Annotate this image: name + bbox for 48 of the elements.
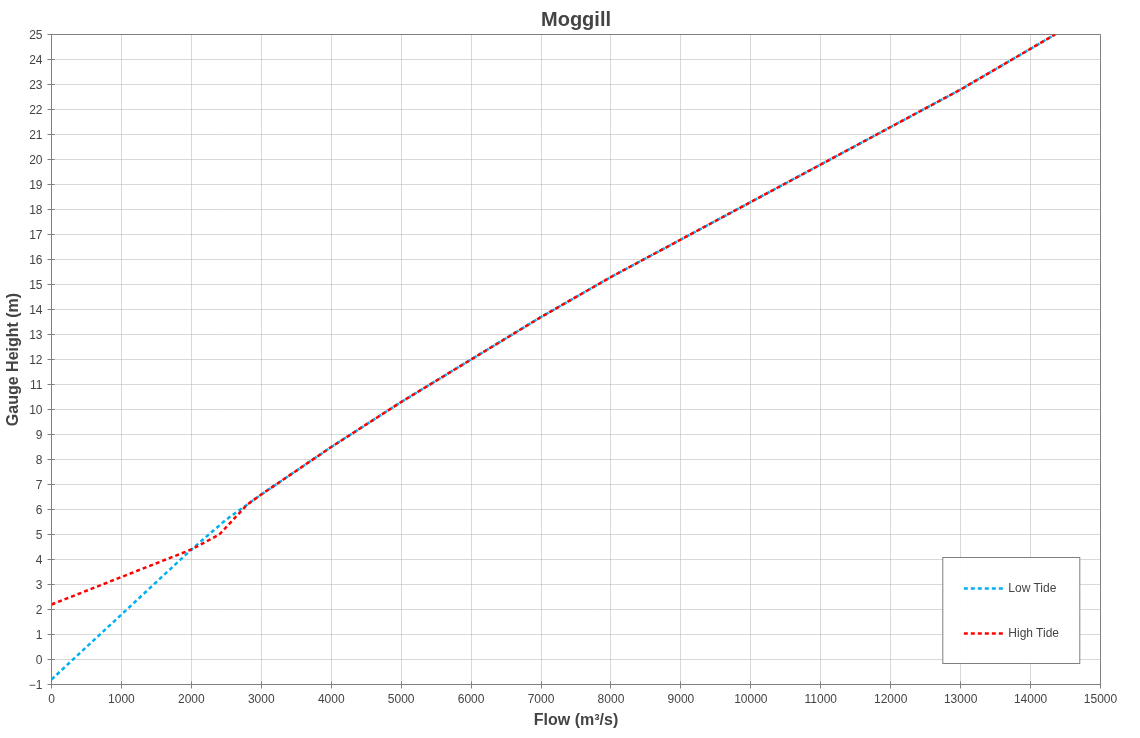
y-tick-label: 23 xyxy=(29,78,43,92)
y-tick-label: 9 xyxy=(35,428,43,442)
x-tick-label: 7000 xyxy=(527,691,555,706)
legend-label: Low Tide xyxy=(1008,581,1057,595)
y-tick-label: 11 xyxy=(30,378,43,392)
y-tick-label: 8 xyxy=(35,453,43,467)
y-tick-label: 1 xyxy=(35,628,43,642)
y-tick-label: 24 xyxy=(29,53,43,67)
x-tick-label: 3000 xyxy=(247,691,275,706)
y-tick-label: 17 xyxy=(29,228,43,242)
x-tick-label: 0 xyxy=(48,691,56,706)
x-axis-title: Flow (m³/s) xyxy=(533,710,619,728)
y-tick-label: 6 xyxy=(35,503,43,517)
y-tick-label: 22 xyxy=(29,103,43,117)
y-tick-label: 0 xyxy=(35,653,43,667)
y-tick-label: 16 xyxy=(29,253,43,267)
x-tick-label: 11000 xyxy=(804,691,838,706)
y-tick-label: 14 xyxy=(29,303,43,317)
y-tick-label: 13 xyxy=(29,328,43,342)
y-tick-label: 15 xyxy=(29,278,43,292)
y-tick-label: 19 xyxy=(29,178,43,192)
x-tick-label: 2000 xyxy=(178,691,206,706)
y-tick-label: 10 xyxy=(29,403,43,417)
x-tick-label: 13000 xyxy=(943,691,978,706)
y-tick-label: 7 xyxy=(35,478,43,492)
y-tick-label: 25 xyxy=(29,28,43,42)
y-tick-label: 21 xyxy=(29,128,43,142)
x-tick-label: 5000 xyxy=(387,691,415,706)
x-tick-label: 10000 xyxy=(734,691,768,706)
x-tick-label: 15000 xyxy=(1083,691,1118,706)
y-axis-title: Gauge Height (m) xyxy=(3,292,21,427)
y-tick-label: 20 xyxy=(29,153,43,167)
y-tick-label: 5 xyxy=(35,528,43,542)
x-tick-label: 6000 xyxy=(457,691,485,706)
x-tick-label: 1000 xyxy=(108,691,136,706)
x-tick-label: 8000 xyxy=(597,691,625,706)
y-tick-label: 2 xyxy=(35,603,43,617)
y-tick-label: 4 xyxy=(35,553,43,567)
legend-label: High Tide xyxy=(1008,626,1059,640)
y-tick-label: 3 xyxy=(35,578,43,592)
chart-title: Moggill xyxy=(541,7,611,30)
x-tick-label: 12000 xyxy=(874,691,908,706)
y-tick-label: −1 xyxy=(28,678,43,692)
y-tick-label: 18 xyxy=(29,203,43,217)
x-tick-label: 4000 xyxy=(317,691,345,706)
x-tick-label: 14000 xyxy=(1013,691,1048,706)
y-tick-label: 12 xyxy=(29,353,43,367)
x-tick-label: 9000 xyxy=(667,691,695,706)
